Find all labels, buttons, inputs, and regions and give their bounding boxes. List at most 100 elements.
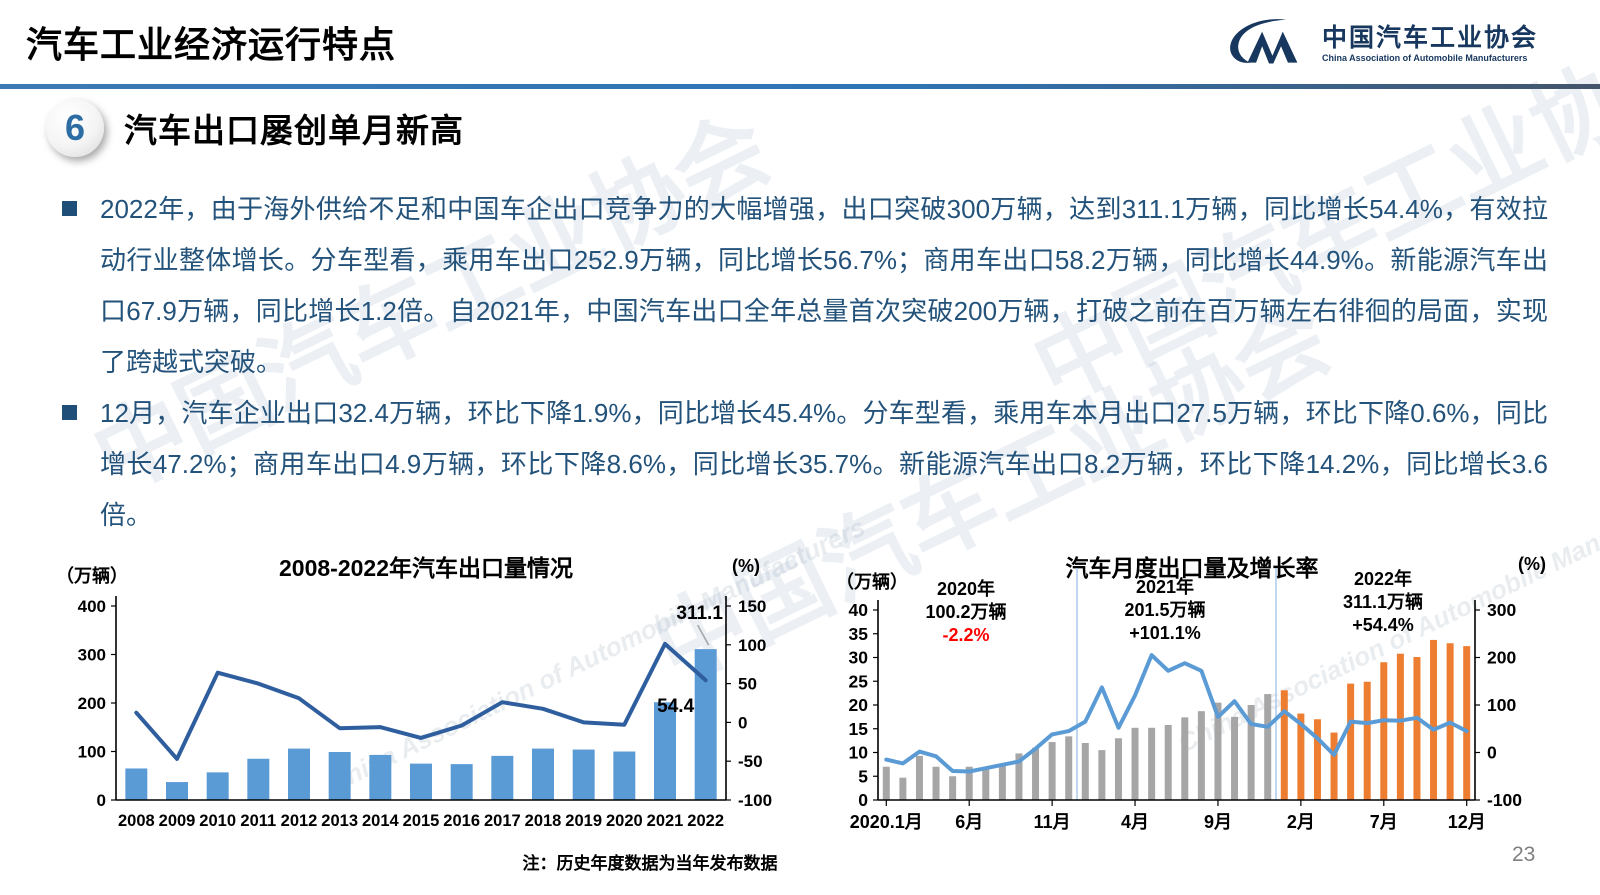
bar	[1347, 683, 1355, 800]
bar	[1280, 690, 1288, 800]
bar	[1430, 639, 1438, 800]
x-tick-label: 2014	[362, 812, 400, 830]
x-tick-label: 2015	[403, 812, 440, 830]
bar	[491, 755, 514, 800]
left-axis-unit: （万辆）	[836, 571, 908, 592]
bar	[572, 749, 595, 800]
right-axis-unit: (%)	[1518, 554, 1546, 574]
left-tick-label: 0	[97, 791, 106, 810]
section-title: 汽车出口屡创单月新高	[124, 112, 464, 149]
x-tick-label: 2011	[240, 812, 276, 830]
bar	[1098, 750, 1106, 800]
annotation-total: 100.2万辆	[925, 602, 1007, 623]
x-tick-label: 2019	[565, 812, 602, 830]
annotation-total: 311.1万辆	[1342, 592, 1424, 613]
x-tick-label: 2017	[484, 812, 521, 830]
left-tick-label: 100	[78, 743, 106, 762]
bar	[1363, 681, 1371, 800]
bullet-square-icon	[62, 405, 77, 420]
x-tick-label: 11月	[1034, 812, 1071, 832]
x-tick-label: 2月	[1287, 812, 1315, 832]
x-tick-label: 2012	[281, 812, 318, 830]
left-tick-label: 30	[849, 648, 869, 668]
annotation-2021: 2021年 201.5万辆 +101.1%	[1098, 576, 1232, 645]
x-tick-label: 2009	[159, 812, 196, 830]
bullet-item-december: 12月，汽车企业出口32.4万辆，环比下降1.9%，同比增长45.4%。分车型看…	[60, 388, 1548, 541]
logo-name-en: China Association of Automobile Manufact…	[1321, 53, 1528, 64]
bar	[1463, 646, 1471, 800]
bar	[1015, 753, 1023, 800]
right-axis-unit: (%)	[732, 556, 760, 576]
bar	[1164, 724, 1172, 800]
x-tick-label: 2021	[647, 812, 684, 830]
bar	[915, 755, 923, 800]
right-tick-label: -100	[738, 791, 772, 810]
annotation-2020: 2020年 100.2万辆 -2.2%	[900, 578, 1032, 647]
caam-logo-icon	[1226, 14, 1312, 75]
right-tick-label: 50	[738, 675, 757, 694]
header-divider	[0, 84, 1600, 89]
bar	[1231, 716, 1239, 800]
bullet-list: 2022年，由于海外供给不足和中国车企出口竞争力的大幅增强，出口突破300万辆，…	[60, 184, 1548, 541]
x-tick-label: 2013	[321, 812, 358, 830]
bar	[1330, 732, 1338, 800]
bar	[654, 702, 676, 800]
bar-data-label: 311.1	[676, 603, 723, 624]
right-tick-label: -50	[738, 752, 763, 771]
bar	[1413, 657, 1421, 800]
left-tick-label: 25	[849, 671, 869, 691]
x-tick-label: 7月	[1370, 812, 1398, 832]
annotation-total: 201.5万辆	[1124, 600, 1206, 621]
bar	[1148, 727, 1156, 800]
bar	[694, 649, 717, 800]
bar	[982, 768, 990, 800]
logo-name-cn: 中国汽车工业协会	[1321, 24, 1538, 53]
bar	[247, 758, 270, 800]
bar	[369, 754, 392, 800]
bar	[1114, 738, 1122, 800]
x-tick-label: 2018	[525, 812, 562, 830]
bar	[288, 748, 310, 800]
bar	[1032, 747, 1040, 800]
right-tick-label: 200	[1487, 648, 1516, 668]
x-tick-label: 4月	[1121, 812, 1149, 832]
bar	[1181, 717, 1189, 800]
x-tick-label: 2010	[199, 812, 236, 830]
right-tick-label: 150	[738, 597, 766, 616]
bar	[1396, 653, 1404, 800]
left-tick-label: 0	[858, 790, 868, 810]
bar	[1197, 711, 1205, 800]
annotation-year: 2022年	[1353, 569, 1413, 589]
annotation-growth: +101.1%	[1129, 623, 1201, 644]
x-tick-label: 2016	[443, 812, 480, 830]
bar	[1313, 719, 1321, 800]
left-tick-label: 40	[849, 600, 869, 620]
x-tick-label: 2022	[687, 812, 724, 830]
page-title: 汽车工业经济运行特点	[26, 24, 397, 65]
bar	[998, 764, 1006, 800]
section-number-badge: 6	[46, 99, 104, 157]
caam-logo: 中国汽车工业协会 China Association of Automobile…	[1226, 14, 1538, 75]
right-tick-label: 100	[738, 636, 766, 655]
bar	[1380, 662, 1388, 800]
bullet-square-icon	[62, 201, 77, 216]
left-tick-label: 5	[858, 766, 868, 786]
right-tick-label: -100	[1487, 790, 1522, 810]
bar	[1048, 742, 1056, 800]
x-tick-label: 6月	[955, 812, 983, 832]
bar	[166, 782, 188, 800]
bar-series	[125, 649, 717, 800]
right-tick-label: 100	[1487, 695, 1516, 715]
annotation-growth: -2.2%	[942, 625, 990, 646]
x-tick-label: 2008	[118, 812, 155, 830]
bar	[1247, 705, 1255, 800]
right-tick-label: 300	[1487, 600, 1516, 620]
bar	[532, 748, 554, 800]
bar	[1081, 743, 1089, 800]
x-tick-label: 2020	[606, 812, 643, 830]
chart-footnote: 注：历史年度数据为当年发布数据	[522, 854, 778, 873]
annotation-year: 2020年	[936, 579, 996, 599]
growth-line	[134, 641, 708, 761]
bullet-text: 12月，汽车企业出口32.4万辆，环比下降1.9%，同比增长45.4%。分车型看…	[100, 398, 1548, 530]
section-number: 6	[64, 107, 86, 148]
